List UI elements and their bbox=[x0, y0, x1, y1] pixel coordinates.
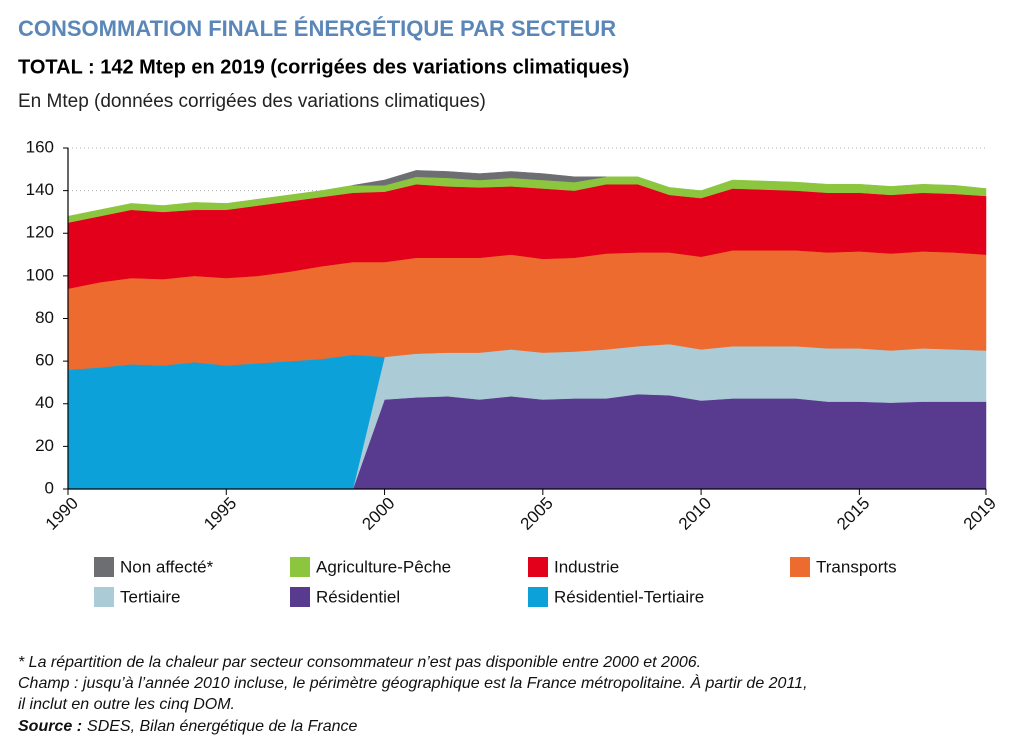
source-label: Source : bbox=[18, 718, 82, 735]
chart-subtitle: TOTAL : 142 Mtep en 2019 (corrigées des … bbox=[18, 56, 629, 78]
legend-label: Transports bbox=[816, 557, 897, 576]
legend: Non affecté* Agriculture-Pêche Industrie Tr… bbox=[94, 557, 897, 607]
note: * La répartition de la chaleur par secte… bbox=[18, 654, 701, 671]
y-tick-label: 80 bbox=[35, 308, 54, 327]
area bbox=[67, 354, 385, 490]
y-tick-label: 140 bbox=[26, 180, 54, 199]
legend-swatch bbox=[94, 557, 114, 577]
x-tick-label: 2010 bbox=[675, 494, 715, 534]
legend-swatch bbox=[94, 587, 114, 607]
y-tick-label: 0 bbox=[45, 478, 54, 497]
x-tick-label: 1990 bbox=[42, 494, 82, 534]
legend-swatch bbox=[528, 587, 548, 607]
y-axis-label: En Mtep (données corrigées des variation… bbox=[18, 91, 486, 112]
x-tick-label: 2015 bbox=[833, 494, 873, 534]
source-text: SDES, Bilan énergétique de la France bbox=[87, 718, 357, 735]
legend-label: Agriculture-Pêche bbox=[316, 557, 451, 576]
source: Source : SDES, Bilan énergétique de la Fr… bbox=[18, 718, 358, 735]
legend-swatch bbox=[790, 557, 810, 577]
y-tick-label: 20 bbox=[35, 436, 54, 455]
y-tick-label: 120 bbox=[26, 223, 54, 242]
x-tick-label: 2000 bbox=[358, 494, 398, 534]
areas bbox=[67, 170, 987, 490]
legend-label: Tertiaire bbox=[120, 587, 180, 606]
legend-label: Industrie bbox=[554, 557, 619, 576]
note: il inclut en outre les cinq DOM. bbox=[18, 696, 235, 713]
area bbox=[352, 393, 987, 490]
area bbox=[352, 170, 607, 186]
y-tick-label: 160 bbox=[26, 137, 54, 156]
legend-label: Résidentiel bbox=[316, 587, 400, 606]
y-tick-label: 60 bbox=[35, 351, 54, 370]
note: Champ : jusqu’à l’année 2010 incluse, le… bbox=[18, 673, 808, 692]
legend-label: Non affecté* bbox=[120, 557, 214, 576]
legend-swatch bbox=[290, 557, 310, 577]
y-tick-label: 40 bbox=[35, 393, 54, 412]
x-tick-label: 2019 bbox=[960, 494, 1000, 534]
legend-label: Résidentiel-Tertiaire bbox=[554, 587, 704, 606]
x-tick-label: 1995 bbox=[200, 494, 240, 534]
notes: * La répartition de la chaleur par secte… bbox=[18, 654, 808, 735]
y-tick-label: 100 bbox=[26, 265, 54, 284]
chart-title: CONSOMMATION FINALE ÉNERGÉTIQUE PAR SECT… bbox=[18, 16, 616, 41]
legend-swatch bbox=[290, 587, 310, 607]
legend-swatch bbox=[528, 557, 548, 577]
x-tick-label: 2005 bbox=[517, 494, 557, 534]
